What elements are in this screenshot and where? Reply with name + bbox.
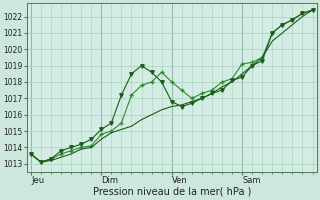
X-axis label: Pression niveau de la mer( hPa ): Pression niveau de la mer( hPa ): [92, 187, 251, 197]
